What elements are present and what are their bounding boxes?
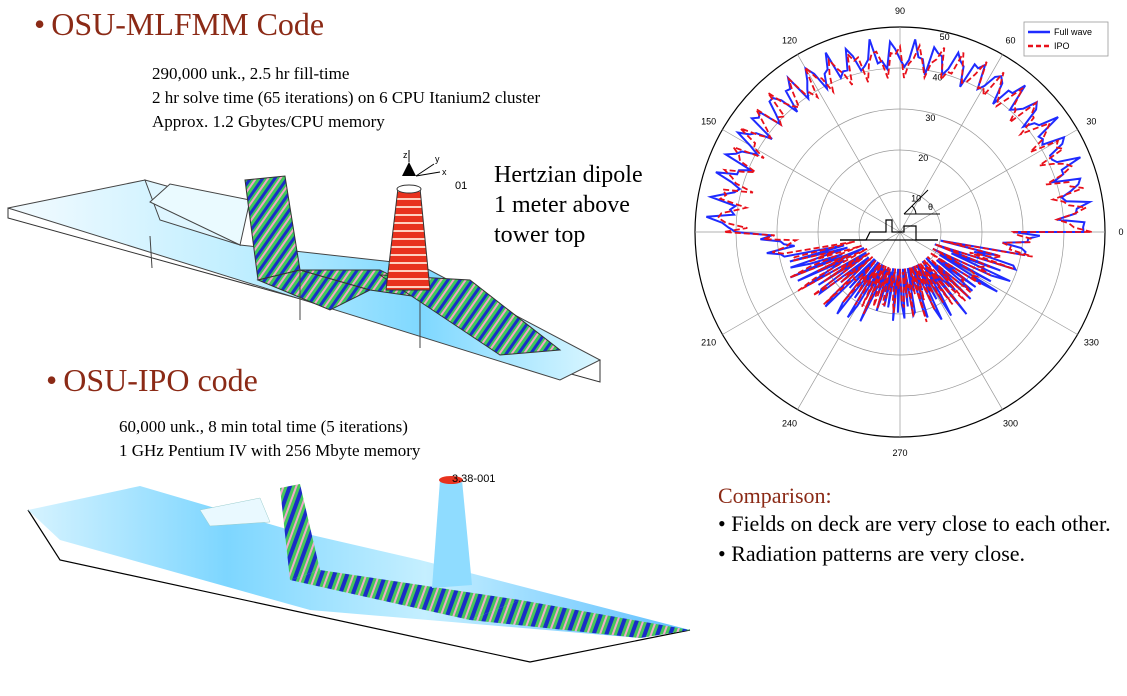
dipole-note-line: 1 meter above xyxy=(494,192,630,218)
ipo-heading: • OSU-IPO code xyxy=(46,362,258,399)
polar-spoke xyxy=(797,54,901,233)
polar-spoke xyxy=(899,231,1003,410)
angle-tick-label: 210 xyxy=(701,338,716,348)
legend-label-ipo: IPO xyxy=(1054,41,1070,51)
ipo-superstructure xyxy=(280,484,320,580)
ipo-ship-field-plot: 3.38-001 xyxy=(27,473,691,663)
angle-tick-label: 300 xyxy=(1003,418,1018,428)
radial-tick-label: 30 xyxy=(925,113,935,123)
axis-x-label: x xyxy=(442,167,447,177)
legend: Full wave IPO xyxy=(1023,21,1109,57)
tower xyxy=(385,187,431,291)
radial-tick-label: 50 xyxy=(940,32,950,42)
series-ipo-line xyxy=(716,42,1092,323)
angle-tick-label: 60 xyxy=(1005,36,1015,46)
mlfmm-details: 290,000 unk., 2.5 hr fill-time 2 hr solv… xyxy=(152,62,540,134)
angle-tick-label: 120 xyxy=(782,36,797,46)
comparison-item: • Radiation patterns are very close. xyxy=(718,541,1026,566)
ipo-deck xyxy=(28,486,690,638)
mlfmm-ship-field-plot: z y x 01 xyxy=(7,150,602,383)
ipo-tower xyxy=(432,480,472,588)
comparison-item: • Fields on deck are very close to each … xyxy=(718,511,1111,536)
angle-tick-label: 30 xyxy=(1086,117,1096,127)
mlfmm-title: OSU-MLFMM Code xyxy=(51,6,325,42)
dipole-marker xyxy=(402,162,416,176)
radial-tick-label: 20 xyxy=(918,153,928,163)
angle-tick-label: 0 xyxy=(1118,227,1123,237)
axis-z-label: z xyxy=(403,150,408,160)
dipole-note: Hertzian dipole 1 meter above tower top xyxy=(494,160,643,250)
angle-tick-label: 90 xyxy=(895,6,905,16)
theta-symbol: θ xyxy=(928,202,933,212)
radial-tick-label: 10 xyxy=(911,194,921,204)
angle-tick-label: 270 xyxy=(892,448,907,458)
ipo-peak-label: 3.38-001 xyxy=(452,473,495,485)
polar-spoke xyxy=(797,231,901,410)
mlfmm-detail-line: Approx. 1.2 Gbytes/CPU memory xyxy=(152,112,385,131)
radiation-pattern-chart: 0306090120150180210240270300330504030201… xyxy=(694,6,1124,458)
angle-tick-label: 330 xyxy=(1084,338,1099,348)
axis-y-label: y xyxy=(435,154,440,164)
mlfmm-detail-line: 290,000 unk., 2.5 hr fill-time xyxy=(152,64,350,83)
dipole-note-line: Hertzian dipole xyxy=(494,162,643,188)
theta-arrow xyxy=(903,189,929,215)
ship-silhouette-icon xyxy=(840,219,938,241)
angle-tick-label: 240 xyxy=(782,418,797,428)
polar-spoke xyxy=(899,231,1078,335)
ipo-detail-line: 1 GHz Pentium IV with 256 Mbyte memory xyxy=(119,441,421,460)
polar-spoke xyxy=(899,54,1003,233)
bullet: • xyxy=(34,6,46,42)
dipole-note-line: tower top xyxy=(494,222,586,248)
ipo-detail-line: 60,000 unk., 8 min total time (5 iterati… xyxy=(119,417,408,436)
mlfmm-detail-line: 2 hr solve time (65 iterations) on 6 CPU… xyxy=(152,88,541,107)
polar-spoke xyxy=(899,129,1078,233)
ipo-title: OSU-IPO code xyxy=(63,362,258,398)
scale-label: 01 xyxy=(455,180,467,192)
comparison-title: Comparison: xyxy=(718,483,832,508)
radial-tick-label: 40 xyxy=(932,72,942,82)
comparison-block: Comparison: • Fields on deck are very cl… xyxy=(718,483,1123,569)
ipo-details: 60,000 unk., 8 min total time (5 iterati… xyxy=(119,415,420,463)
legend-label-full-wave: Full wave xyxy=(1054,27,1092,37)
bullet: • xyxy=(46,362,58,398)
angle-tick-label: 150 xyxy=(701,117,716,127)
mlfmm-heading: • OSU-MLFMM Code xyxy=(34,6,324,43)
